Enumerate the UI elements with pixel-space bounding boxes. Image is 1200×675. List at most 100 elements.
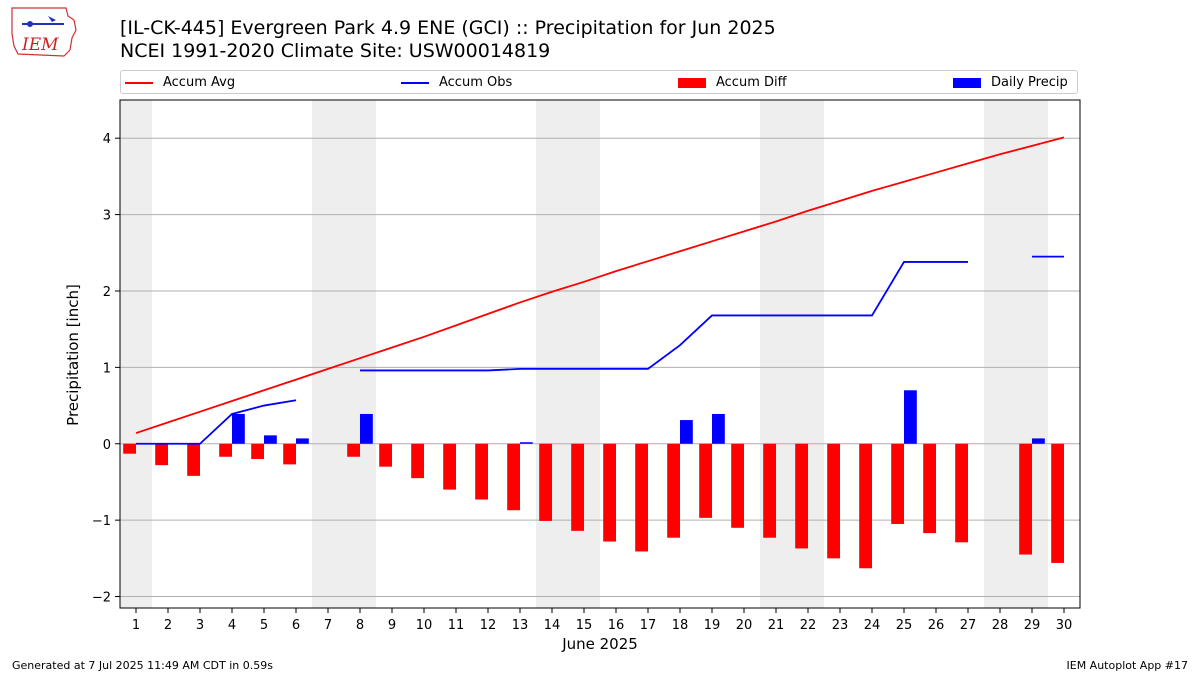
- diff-bar-day-18: [667, 443, 680, 538]
- daily-bar-day-5: [264, 435, 277, 444]
- x-tick-label-15: 15: [576, 618, 593, 633]
- legend-accum-obs: Accum Obs: [401, 74, 512, 92]
- x-tick-label-18: 18: [672, 618, 689, 633]
- x-tick-label-6: 6: [292, 618, 300, 633]
- legend-label-accum-obs: Accum Obs: [439, 75, 513, 90]
- diff-bar-day-22: [795, 443, 808, 549]
- diff-bar-day-3: [187, 443, 200, 476]
- diff-bar-day-27: [955, 443, 968, 543]
- iem-logo: IEM: [11, 7, 77, 57]
- x-tick-label-30: 30: [1056, 618, 1073, 633]
- diff-bar-day-21: [763, 443, 776, 538]
- y-tick-label-0: 0: [103, 438, 111, 453]
- diff-bar-day-24: [859, 443, 872, 569]
- x-tick-label-12: 12: [480, 618, 497, 633]
- diff-bar-day-16: [603, 443, 616, 542]
- y-tick-label-4: 4: [103, 132, 111, 147]
- diff-bar-day-17: [635, 443, 648, 552]
- x-tick-label-14: 14: [544, 618, 561, 633]
- accum-obs-line-1: [136, 399, 297, 445]
- legend-accum-diff: Accum Diff: [678, 74, 787, 92]
- legend-label-accum-avg: Accum Avg: [163, 75, 236, 90]
- x-axis-label: June 2025: [562, 635, 638, 653]
- daily-bar-day-18: [680, 420, 693, 444]
- weekend-band-5: [984, 100, 1048, 608]
- x-tick-label-27: 27: [960, 618, 977, 633]
- x-tick-label-11: 11: [448, 618, 465, 633]
- accum-avg-line-1: [135, 136, 1065, 434]
- legend-label-accum-diff: Accum Diff: [716, 75, 787, 90]
- x-tick-label-17: 17: [640, 618, 657, 633]
- x-tick-label-24: 24: [864, 618, 881, 633]
- diff-bar-day-15: [571, 443, 584, 531]
- diff-bar-day-25: [891, 443, 904, 524]
- y-axis-label: Precipitation [inch]: [64, 284, 82, 426]
- legend-daily-precip: Daily Precip: [953, 74, 1068, 92]
- footer-generated: Generated at 7 Jul 2025 11:49 AM CDT in …: [12, 659, 273, 672]
- footer-app: IEM Autoplot App #17: [1066, 659, 1189, 672]
- y-tick-label-2: 2: [103, 285, 111, 300]
- daily-bar-day-8: [360, 413, 373, 444]
- x-tick-label-3: 3: [196, 618, 204, 633]
- diff-bar-day-9: [379, 443, 392, 467]
- logo-text: IEM: [21, 35, 59, 55]
- x-tick-label-8: 8: [356, 618, 364, 633]
- x-tick-label-28: 28: [992, 618, 1009, 633]
- plot-frame: [119, 99, 1081, 609]
- title-line-2: NCEI 1991-2020 Climate Site: USW00014819: [120, 40, 551, 62]
- x-tick-label-2: 2: [164, 618, 172, 633]
- x-tick-label-20: 20: [736, 618, 753, 633]
- chart-title: [IL-CK-445] Evergreen Park 4.9 ENE (GCI)…: [120, 17, 776, 63]
- daily-bar-day-29: [1032, 438, 1045, 444]
- diff-bar-day-19: [699, 443, 712, 518]
- accum-obs-line-2: [360, 261, 968, 372]
- daily-bar-day-6: [296, 438, 309, 444]
- diff-bar-day-2: [155, 443, 168, 466]
- y-tick-label--1: −1: [92, 514, 111, 529]
- diff-bar-day-13: [507, 443, 520, 511]
- x-tick-label-10: 10: [416, 618, 433, 633]
- diff-bar-day-30: [1051, 443, 1064, 563]
- x-tick-label-21: 21: [768, 618, 785, 633]
- diff-bar-day-5: [251, 443, 264, 460]
- diff-bar-day-1: [123, 443, 136, 454]
- daily-bar-day-25: [904, 390, 917, 444]
- legend-label-daily-precip: Daily Precip: [991, 75, 1068, 90]
- diff-bar-day-14: [539, 443, 552, 521]
- x-tick-label-4: 4: [228, 618, 236, 633]
- diff-bar-day-6: [283, 443, 296, 465]
- y-tick-label--2: −2: [92, 591, 111, 606]
- x-tick-label-19: 19: [704, 618, 721, 633]
- diff-bar-day-20: [731, 443, 744, 528]
- legend-accum-avg: Accum Avg: [125, 74, 235, 92]
- weekend-band-1: [120, 100, 152, 608]
- x-tick-label-26: 26: [928, 618, 945, 633]
- x-tick-label-25: 25: [896, 618, 913, 633]
- x-tick-label-23: 23: [832, 618, 849, 633]
- diff-bar-day-12: [475, 443, 488, 500]
- weekend-band-3: [536, 100, 600, 608]
- x-tick-label-9: 9: [388, 618, 396, 633]
- legend-swatch-daily-precip: [953, 77, 981, 88]
- x-tick-label-7: 7: [324, 618, 332, 633]
- x-tick-label-1: 1: [132, 618, 140, 633]
- x-tick-label-22: 22: [800, 618, 817, 633]
- daily-bar-day-13: [520, 442, 533, 444]
- legend-swatch-accum-diff: [678, 77, 706, 88]
- diff-bar-day-23: [827, 443, 840, 559]
- daily-bar-day-19: [712, 413, 725, 444]
- legend-swatch-accum-avg: [125, 81, 153, 84]
- diff-bar-day-8: [347, 443, 360, 457]
- daily-bar-day-4: [232, 413, 245, 444]
- y-tick-label-1: 1: [103, 361, 111, 376]
- title-line-1: [IL-CK-445] Evergreen Park 4.9 ENE (GCI)…: [120, 17, 776, 39]
- x-tick-label-29: 29: [1024, 618, 1041, 633]
- x-tick-label-16: 16: [608, 618, 625, 633]
- weekend-band-2: [312, 100, 376, 608]
- diff-bar-day-4: [219, 443, 232, 457]
- legend-swatch-accum-obs: [401, 81, 429, 84]
- y-tick-label-3: 3: [103, 209, 111, 224]
- x-tick-label-13: 13: [512, 618, 529, 633]
- diff-bar-day-10: [411, 443, 424, 479]
